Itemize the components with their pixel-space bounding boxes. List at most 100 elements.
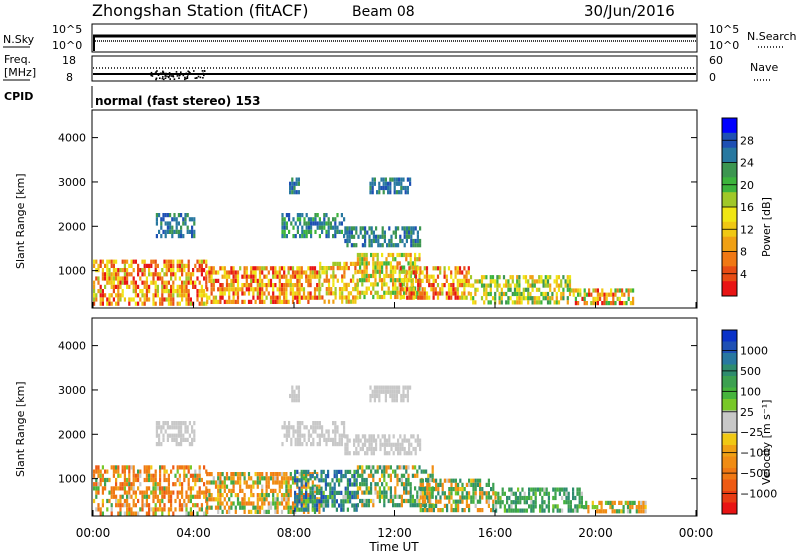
heatmap-cell <box>421 508 424 513</box>
heatmap-cell <box>123 263 126 268</box>
heatmap-cell <box>463 278 466 283</box>
heatmap-cell <box>126 284 129 289</box>
heatmap-cell <box>545 504 548 509</box>
heatmap-cell <box>492 503 495 508</box>
heatmap-cell <box>612 296 615 301</box>
heatmap-cell <box>333 490 336 495</box>
heatmap-cell <box>132 465 135 470</box>
heatmap-cell <box>225 493 229 498</box>
heatmap-cell <box>165 272 168 277</box>
heatmap-cell <box>163 289 166 294</box>
heatmap-cell <box>414 446 417 452</box>
heatmap-cell <box>385 494 388 499</box>
heatmap-cell <box>165 263 168 268</box>
freq-point <box>173 78 176 80</box>
heatmap-cell <box>301 433 304 438</box>
heatmap-cell <box>228 488 231 493</box>
heatmap-cell <box>421 499 424 504</box>
heatmap-cell <box>318 283 321 288</box>
heatmap-cell <box>305 229 308 234</box>
heatmap-cell <box>572 495 575 501</box>
heatmap-cell <box>323 221 326 226</box>
heatmap-cell <box>418 252 421 258</box>
heatmap-cell <box>185 276 188 281</box>
heatmap-cell <box>401 287 404 292</box>
heatmap-cell <box>137 293 140 298</box>
freq-point <box>203 74 205 77</box>
heatmap-cell <box>164 221 167 226</box>
heatmap-cell <box>392 451 395 456</box>
heatmap-cell <box>517 500 520 505</box>
heatmap-cell <box>426 508 429 513</box>
heatmap-cell <box>392 269 395 274</box>
heatmap-cell <box>221 480 224 485</box>
heatmap-cell <box>93 482 96 487</box>
heatmap-cell <box>517 508 520 513</box>
heatmap-cell <box>296 484 299 489</box>
heatmap-cell <box>340 213 343 218</box>
heatmap-cell <box>372 238 375 244</box>
heatmap-cell <box>263 509 266 514</box>
heatmap-cell <box>307 484 310 489</box>
heatmap-cell <box>601 288 604 293</box>
heatmap-cell <box>283 433 286 438</box>
heatmap-cell <box>387 273 390 279</box>
heatmap-cell <box>104 477 107 483</box>
heatmap-cell <box>298 495 301 500</box>
heatmap-cell <box>380 185 383 191</box>
heatmap-cell <box>536 487 539 492</box>
heatmap-cell <box>307 221 310 226</box>
freq-panel-frame <box>91 55 698 82</box>
heatmap-cell <box>596 301 599 306</box>
heatmap-cell <box>392 282 395 287</box>
heatmap-cell <box>448 495 451 500</box>
heatmap-cell <box>334 291 337 296</box>
heatmap-cell <box>480 275 484 280</box>
heatmap-cell <box>214 299 218 304</box>
heatmap-cell <box>389 490 392 495</box>
heatmap-cell <box>569 508 572 513</box>
heatmap-cell <box>539 487 542 492</box>
heatmap-cell <box>162 433 165 438</box>
heatmap-cell <box>291 299 295 304</box>
heatmap-cell <box>97 268 100 273</box>
heatmap-cell <box>457 508 460 513</box>
heatmap-cell <box>128 507 131 512</box>
heatmap-cell <box>528 487 531 492</box>
heatmap-cell <box>307 278 310 283</box>
heatmap-cell <box>361 234 364 239</box>
heatmap-cell <box>370 442 373 447</box>
heatmap-cell <box>210 278 213 283</box>
colorbar-swatch <box>722 502 737 515</box>
heatmap-cell <box>341 299 344 304</box>
heatmap-cell <box>261 505 264 510</box>
heatmap-cell <box>331 478 334 483</box>
freq-point <box>154 72 156 75</box>
heatmap-cell <box>338 482 341 487</box>
heatmap-cell <box>187 465 190 470</box>
heatmap-cell <box>210 287 213 292</box>
heatmap-cell <box>459 495 462 500</box>
heatmap-cell <box>261 497 264 502</box>
heatmap-cell <box>626 500 630 505</box>
heatmap-cell <box>158 433 161 438</box>
heatmap-cell <box>409 257 412 262</box>
heatmap-cell <box>378 477 381 483</box>
heatmap-cell <box>430 491 433 496</box>
heatmap-cell <box>364 442 367 447</box>
heatmap-cell <box>292 234 295 239</box>
heatmap-cell <box>497 500 500 505</box>
heatmap-cell <box>463 266 466 271</box>
heatmap-cell <box>447 291 451 296</box>
heatmap-cell <box>316 490 319 495</box>
heatmap-cell <box>389 261 392 266</box>
heatmap-cell <box>400 190 403 195</box>
heatmap-cell <box>398 273 401 279</box>
heatmap-cell <box>363 477 366 483</box>
heatmap-cell <box>627 288 630 293</box>
heatmap-cell <box>364 434 367 439</box>
heatmap-cell <box>395 181 398 186</box>
heatmap-cell <box>185 272 188 277</box>
heatmap-cell <box>283 291 286 296</box>
heatmap-cell <box>194 473 197 478</box>
